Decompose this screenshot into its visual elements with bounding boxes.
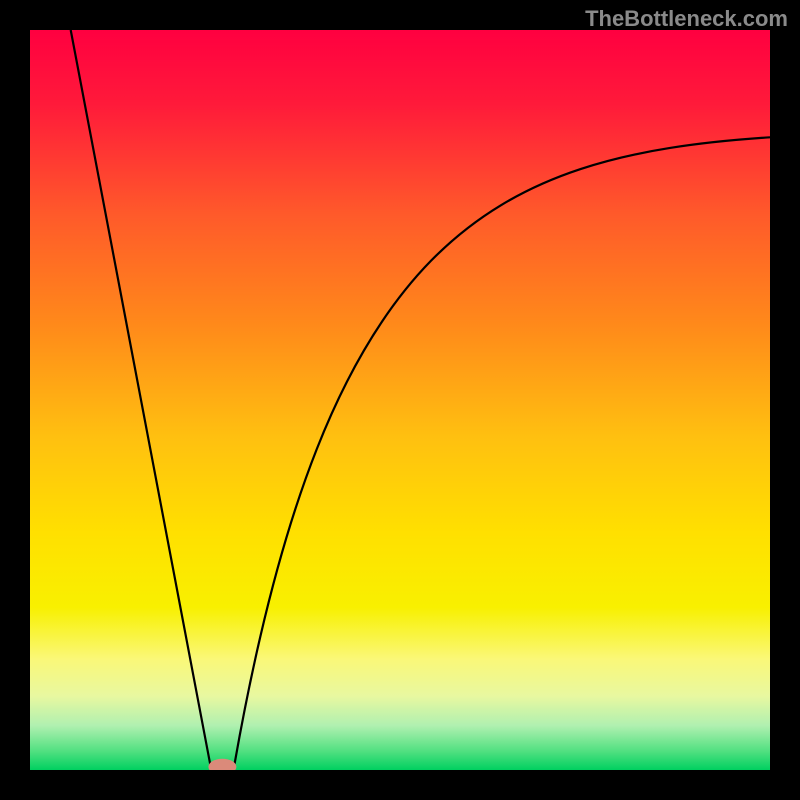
plot-area (30, 30, 770, 770)
watermark-text: TheBottleneck.com (585, 6, 788, 32)
curve-path (71, 30, 770, 770)
curve-svg (30, 30, 770, 770)
min-marker (208, 759, 236, 770)
chart-container: TheBottleneck.com (0, 0, 800, 800)
